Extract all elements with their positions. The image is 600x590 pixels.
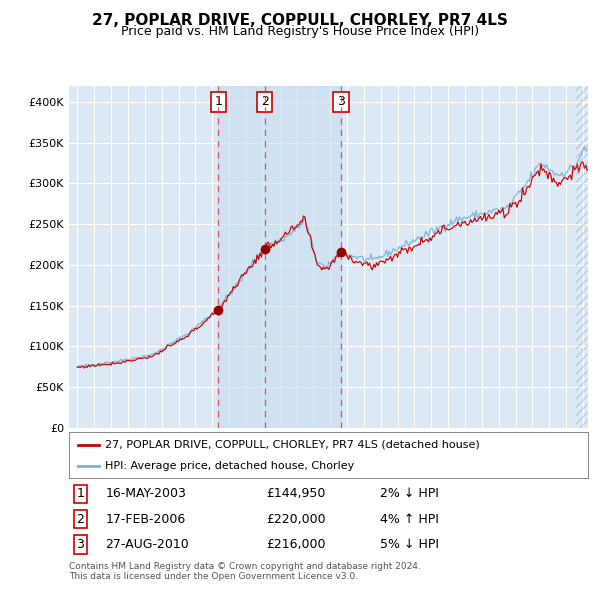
Text: 1: 1 [215,96,223,109]
Text: HPI: Average price, detached house, Chorley: HPI: Average price, detached house, Chor… [106,461,355,471]
Text: 5% ↓ HPI: 5% ↓ HPI [380,538,439,551]
Text: Contains HM Land Registry data © Crown copyright and database right 2024.: Contains HM Land Registry data © Crown c… [69,562,421,571]
Text: This data is licensed under the Open Government Licence v3.0.: This data is licensed under the Open Gov… [69,572,358,581]
Text: 16-MAY-2003: 16-MAY-2003 [106,487,186,500]
Text: 2: 2 [76,513,85,526]
Text: 27-AUG-2010: 27-AUG-2010 [106,538,189,551]
Text: £220,000: £220,000 [266,513,326,526]
Text: £144,950: £144,950 [266,487,326,500]
Bar [218,86,341,428]
Text: 3: 3 [337,96,345,109]
Text: 17-FEB-2006: 17-FEB-2006 [106,513,185,526]
Text: 2% ↓ HPI: 2% ↓ HPI [380,487,439,500]
Text: 2: 2 [261,96,269,109]
Text: 27, POPLAR DRIVE, COPPULL, CHORLEY, PR7 4LS (detached house): 27, POPLAR DRIVE, COPPULL, CHORLEY, PR7 … [106,440,480,450]
Text: Price paid vs. HM Land Registry's House Price Index (HPI): Price paid vs. HM Land Registry's House … [121,25,479,38]
Text: 4% ↑ HPI: 4% ↑ HPI [380,513,439,526]
Text: 3: 3 [76,538,85,551]
Text: 27, POPLAR DRIVE, COPPULL, CHORLEY, PR7 4LS: 27, POPLAR DRIVE, COPPULL, CHORLEY, PR7 … [92,13,508,28]
Text: 1: 1 [76,487,85,500]
Text: £216,000: £216,000 [266,538,326,551]
